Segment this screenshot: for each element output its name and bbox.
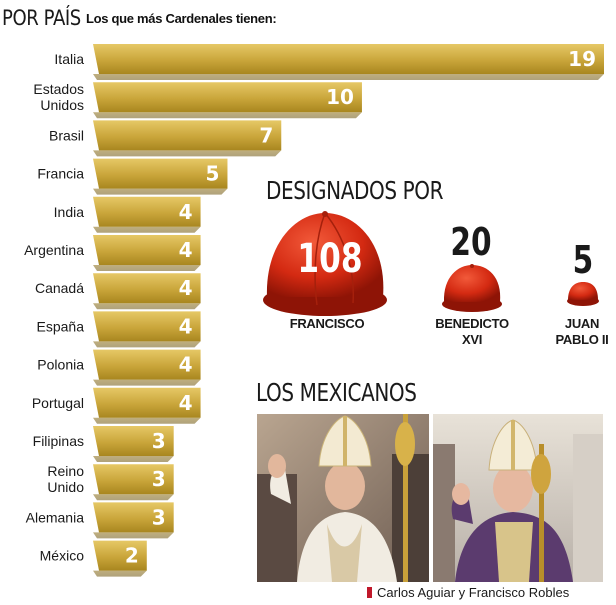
bar <box>93 120 282 151</box>
bar-value-label: 3 <box>152 467 166 491</box>
bar <box>93 540 147 571</box>
bar-value-label: 4 <box>179 200 193 224</box>
photo-aguiar <box>257 414 429 582</box>
mexicanos-title: LOS MEXICANOS <box>256 378 417 407</box>
category-label: Estados Unidos <box>33 81 84 113</box>
category-label: Italia <box>54 51 84 67</box>
bar-value-label: 5 <box>206 162 220 186</box>
bar-shadow <box>93 188 228 195</box>
hat-benedicto-value: 20 <box>450 220 492 264</box>
bar-value-label: 4 <box>179 314 193 338</box>
bar-value-label: 7 <box>259 123 273 147</box>
category-label: Portugal <box>32 395 84 411</box>
caption-marker <box>367 587 372 598</box>
bar <box>93 464 174 495</box>
photo-robles <box>433 414 603 582</box>
bar <box>93 158 228 189</box>
hat-benedicto-name: BENEDICTO XVI <box>435 316 509 347</box>
section-subtitle: Los que más Cardenales tienen: <box>86 11 277 26</box>
bar-value-label: 3 <box>152 429 166 453</box>
bar-value-label: 4 <box>179 238 193 262</box>
designados-title: DESIGNADOS POR <box>266 176 444 205</box>
bar <box>93 387 201 418</box>
bar-shadow <box>93 112 362 119</box>
cardinals-photos <box>257 414 603 582</box>
category-label: Polonia <box>37 357 84 373</box>
category-label: Argentina <box>24 242 84 258</box>
hat-juan-pablo <box>567 282 599 306</box>
bar-shadow <box>93 494 174 501</box>
bar-value-label: 2 <box>125 544 139 568</box>
bar-value-label: 4 <box>179 276 193 300</box>
hat-francisco-name: FRANCISCO <box>289 316 365 331</box>
bar <box>93 273 201 304</box>
category-label: México <box>40 548 85 564</box>
category-label: Reino Unido <box>47 463 84 495</box>
caption-text: Carlos Aguiar y Francisco Robles <box>377 585 570 600</box>
bar-shadow <box>93 532 174 539</box>
category-label: Francia <box>37 166 84 182</box>
category-label: Alemania <box>26 509 85 525</box>
bar <box>93 44 604 74</box>
bar-shadow <box>93 570 147 577</box>
hat-juan-pablo-crown <box>568 282 598 300</box>
hats-graphic <box>263 211 599 316</box>
hat-benedicto-crown <box>443 265 501 302</box>
bar-value-label: 4 <box>179 391 193 415</box>
bar-value-label: 3 <box>152 505 166 529</box>
photo-caption: Carlos Aguiar y Francisco Robles <box>367 585 569 600</box>
bar-shadow <box>93 456 174 462</box>
bar <box>93 502 174 533</box>
bar <box>93 426 174 456</box>
bar-value-label: 4 <box>179 353 193 377</box>
bar <box>93 82 362 113</box>
bar <box>93 196 201 227</box>
bar-shadow <box>93 150 282 157</box>
section-title-por-pais: POR PAÍS <box>2 6 81 30</box>
bar-shadow <box>93 265 201 271</box>
bar-shadow <box>93 226 201 233</box>
bar <box>93 349 201 380</box>
bar-shadow <box>93 417 201 424</box>
hat-benedicto <box>442 264 502 312</box>
hat-juan-pablo-name: JUAN PABLO II <box>555 316 609 347</box>
hat-francisco-crown <box>266 213 384 297</box>
hat-francisco-value: 108 <box>297 236 363 282</box>
hat-francisco <box>263 211 387 316</box>
bar-shadow <box>93 74 604 80</box>
hat-juan-pablo-value: 5 <box>572 238 594 282</box>
bar <box>93 311 201 342</box>
bar-shadow <box>93 303 201 310</box>
category-label: Canadá <box>35 280 84 296</box>
bar-shadow <box>93 379 201 386</box>
bar-value-label: 10 <box>326 85 354 109</box>
category-label: India <box>54 204 85 220</box>
category-label: Filipinas <box>33 433 84 449</box>
bar-value-label: 19 <box>568 47 596 71</box>
bar <box>93 235 201 265</box>
category-label: Brasil <box>49 127 84 143</box>
bar-shadow <box>93 341 201 348</box>
category-label: España <box>37 318 85 334</box>
